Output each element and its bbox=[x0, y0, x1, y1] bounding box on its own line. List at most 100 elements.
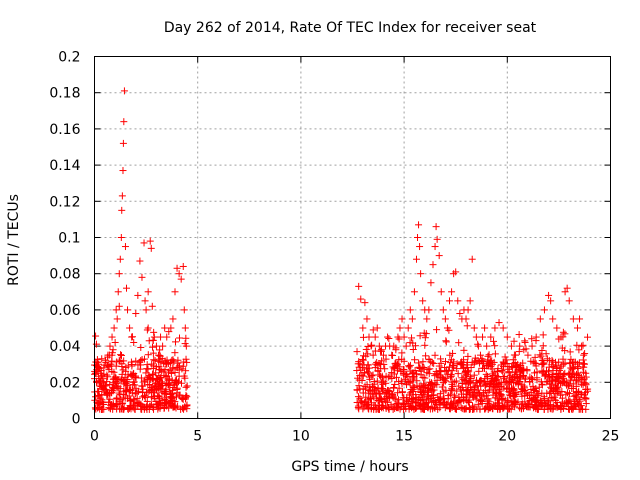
data-point bbox=[436, 374, 444, 382]
data-point bbox=[509, 356, 517, 364]
data-point bbox=[382, 403, 390, 411]
data-point bbox=[531, 359, 539, 367]
data-point bbox=[114, 288, 122, 296]
data-point bbox=[445, 363, 453, 371]
data-point bbox=[159, 342, 167, 350]
data-point bbox=[528, 342, 536, 350]
data-point bbox=[496, 405, 504, 413]
data-point bbox=[156, 346, 164, 354]
data-point bbox=[547, 401, 555, 409]
data-point bbox=[582, 400, 590, 408]
data-point bbox=[175, 270, 183, 278]
data-point bbox=[491, 324, 499, 332]
data-point bbox=[405, 391, 413, 399]
data-point bbox=[107, 360, 115, 368]
data-point bbox=[373, 377, 381, 385]
data-point bbox=[132, 357, 140, 365]
data-point bbox=[552, 358, 560, 366]
data-point bbox=[516, 378, 524, 386]
data-point bbox=[462, 315, 470, 323]
data-point bbox=[174, 356, 182, 364]
data-point bbox=[478, 400, 486, 408]
data-points bbox=[91, 87, 592, 413]
data-point bbox=[408, 395, 416, 403]
data-point bbox=[448, 367, 456, 375]
data-point bbox=[408, 369, 416, 377]
data-point bbox=[577, 402, 585, 410]
data-point bbox=[182, 395, 190, 403]
data-point bbox=[468, 358, 476, 366]
data-point bbox=[112, 306, 120, 314]
data-point bbox=[390, 384, 398, 392]
data-point bbox=[539, 342, 547, 350]
data-point bbox=[391, 360, 399, 368]
data-point bbox=[120, 87, 128, 95]
data-point bbox=[463, 322, 471, 330]
data-point bbox=[462, 372, 470, 380]
data-point bbox=[98, 405, 106, 413]
data-point bbox=[542, 400, 550, 408]
data-point bbox=[576, 374, 584, 382]
data-point bbox=[507, 342, 515, 350]
data-point bbox=[374, 405, 382, 413]
data-point bbox=[359, 324, 367, 332]
data-point bbox=[181, 374, 189, 382]
data-point bbox=[428, 359, 436, 367]
data-point bbox=[490, 358, 498, 366]
data-point bbox=[357, 295, 365, 303]
data-point bbox=[582, 381, 590, 389]
data-point bbox=[106, 395, 114, 403]
data-point bbox=[402, 342, 410, 350]
data-point bbox=[546, 373, 554, 381]
data-point bbox=[421, 387, 429, 395]
data-point bbox=[138, 273, 146, 281]
data-point bbox=[540, 368, 548, 376]
data-point bbox=[520, 404, 528, 412]
data-point bbox=[431, 351, 439, 359]
data-point bbox=[122, 363, 130, 371]
data-point bbox=[167, 324, 175, 332]
data-point bbox=[103, 390, 111, 398]
data-point bbox=[469, 402, 477, 410]
data-point bbox=[353, 348, 361, 356]
data-point bbox=[579, 405, 587, 413]
data-point bbox=[391, 380, 399, 388]
data-point bbox=[508, 363, 516, 371]
data-point bbox=[437, 355, 445, 363]
data-point bbox=[128, 333, 136, 341]
data-point bbox=[353, 386, 361, 394]
data-point bbox=[562, 400, 570, 408]
data-point bbox=[173, 363, 181, 371]
data-point bbox=[369, 326, 377, 334]
data-point bbox=[399, 400, 407, 408]
data-point bbox=[363, 368, 371, 376]
data-point bbox=[428, 395, 436, 403]
data-point bbox=[95, 360, 103, 368]
data-point bbox=[450, 392, 458, 400]
data-point bbox=[370, 378, 378, 386]
data-point bbox=[409, 345, 417, 353]
data-point bbox=[485, 386, 493, 394]
data-point bbox=[385, 334, 393, 342]
data-point bbox=[359, 372, 367, 380]
data-point bbox=[446, 297, 454, 305]
data-point bbox=[490, 337, 498, 345]
data-point bbox=[105, 366, 113, 374]
data-point bbox=[507, 398, 515, 406]
data-point bbox=[155, 384, 163, 392]
data-point bbox=[456, 385, 464, 393]
data-point bbox=[466, 297, 474, 305]
data-point bbox=[157, 333, 165, 341]
data-point bbox=[168, 401, 176, 409]
data-point bbox=[388, 351, 396, 359]
data-point bbox=[561, 288, 569, 296]
data-point bbox=[183, 402, 191, 410]
data-point bbox=[104, 351, 112, 359]
data-point bbox=[548, 361, 556, 369]
data-point bbox=[436, 401, 444, 409]
data-point bbox=[542, 350, 550, 358]
data-point bbox=[106, 381, 114, 389]
data-point bbox=[448, 372, 456, 380]
data-point bbox=[573, 393, 581, 401]
data-point bbox=[495, 399, 503, 407]
